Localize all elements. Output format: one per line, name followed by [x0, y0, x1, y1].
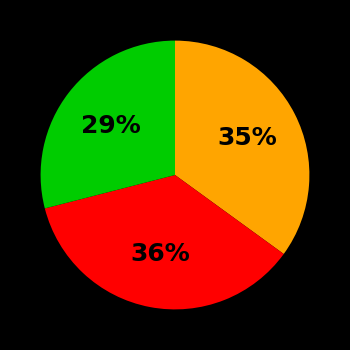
Wedge shape [45, 175, 284, 309]
Text: 36%: 36% [130, 242, 190, 266]
Wedge shape [175, 41, 309, 254]
Wedge shape [41, 41, 175, 208]
Text: 35%: 35% [217, 126, 277, 150]
Text: 29%: 29% [82, 114, 141, 138]
